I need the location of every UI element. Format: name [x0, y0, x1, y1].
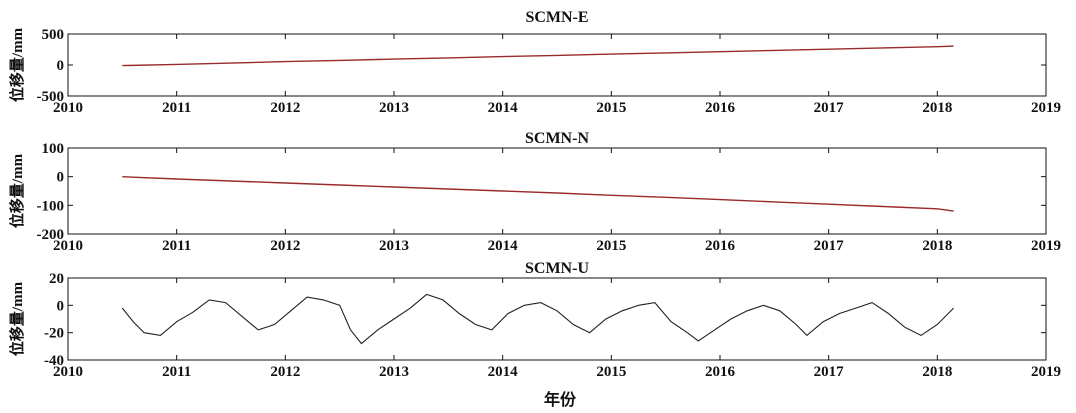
x-tick-label: 2011 — [162, 238, 191, 254]
x-tick-label: 2018 — [922, 100, 952, 116]
x-tick-label: 2018 — [922, 238, 952, 254]
x-tick-label: 2014 — [488, 238, 519, 254]
y-tick-label: -500 — [37, 89, 65, 105]
plot-frame — [67, 147, 1047, 235]
x-tick-label: 2012 — [270, 100, 300, 116]
y-tick-label: 500 — [42, 27, 65, 43]
x-tick-label: 2014 — [488, 364, 519, 380]
series-line — [122, 176, 954, 212]
x-tick-label: 2018 — [922, 364, 952, 380]
y-axis-label: 位移量/mm — [8, 281, 26, 356]
x-tick-label: 2017 — [814, 364, 845, 380]
series-line — [122, 45, 954, 67]
x-tick-label: 2011 — [162, 100, 191, 116]
x-tick-label: 2013 — [379, 364, 409, 380]
y-tick-label: -40 — [44, 353, 64, 369]
y-tick-label: -20 — [44, 326, 64, 342]
panel-title: SCMN-E — [525, 9, 588, 26]
y-axis-label: 位移量/mm — [8, 27, 26, 102]
plot-frame — [67, 33, 1047, 97]
y-tick-label: 0 — [57, 58, 65, 74]
y-tick-label: 100 — [42, 141, 65, 157]
y-tick-label: 0 — [57, 170, 65, 186]
x-tick-label: 2016 — [705, 364, 736, 380]
x-tick-label: 2010 — [53, 238, 83, 254]
series-line — [121, 293, 954, 345]
y-axis-label: 位移量/mm — [8, 153, 26, 228]
x-tick-label: 2011 — [162, 364, 191, 380]
y-tick-label: -100 — [37, 198, 65, 214]
x-tick-label: 2012 — [270, 238, 300, 254]
x-tick-label: 2010 — [53, 100, 83, 116]
x-tick-label: 2010 — [53, 364, 83, 380]
x-tick-label: 2015 — [596, 238, 626, 254]
y-tick-label: -200 — [37, 227, 65, 243]
x-tick-label: 2014 — [488, 100, 519, 116]
x-tick-label: 2017 — [814, 238, 845, 254]
plot-frame — [67, 277, 1047, 361]
y-tick-label: 0 — [57, 298, 65, 314]
x-tick-label: 2019 — [1031, 100, 1061, 116]
x-tick-label: 2012 — [270, 364, 300, 380]
x-axis-label: 年份 — [544, 390, 577, 409]
x-tick-label: 2019 — [1031, 238, 1061, 254]
panel-2: SCMN-N 2010 2011 2012 2013 2014 2015 2016 2017 20… — [8, 130, 1061, 254]
panel-3: SCMN-U 2010 2011 2012 2013 2014 2015 2016 2017 20… — [8, 260, 1061, 380]
x-tick-label: 2019 — [1031, 364, 1061, 380]
panel-title: SCMN-N — [525, 130, 589, 147]
x-tick-label: 2013 — [379, 238, 409, 254]
x-tick-label: 2016 — [705, 238, 736, 254]
x-tick-label: 2015 — [596, 100, 626, 116]
panel-1: SCMN-E 2010 2011 2012 2013 2014 2015 2016 2017 20… — [8, 9, 1061, 116]
y-tick-label: 20 — [49, 271, 64, 287]
x-tick-label: 2017 — [814, 100, 845, 116]
panel-title: SCMN-U — [525, 260, 589, 277]
x-tick-label: 2013 — [379, 100, 409, 116]
x-tick-label: 2016 — [705, 100, 736, 116]
x-tick-label: 2015 — [596, 364, 626, 380]
